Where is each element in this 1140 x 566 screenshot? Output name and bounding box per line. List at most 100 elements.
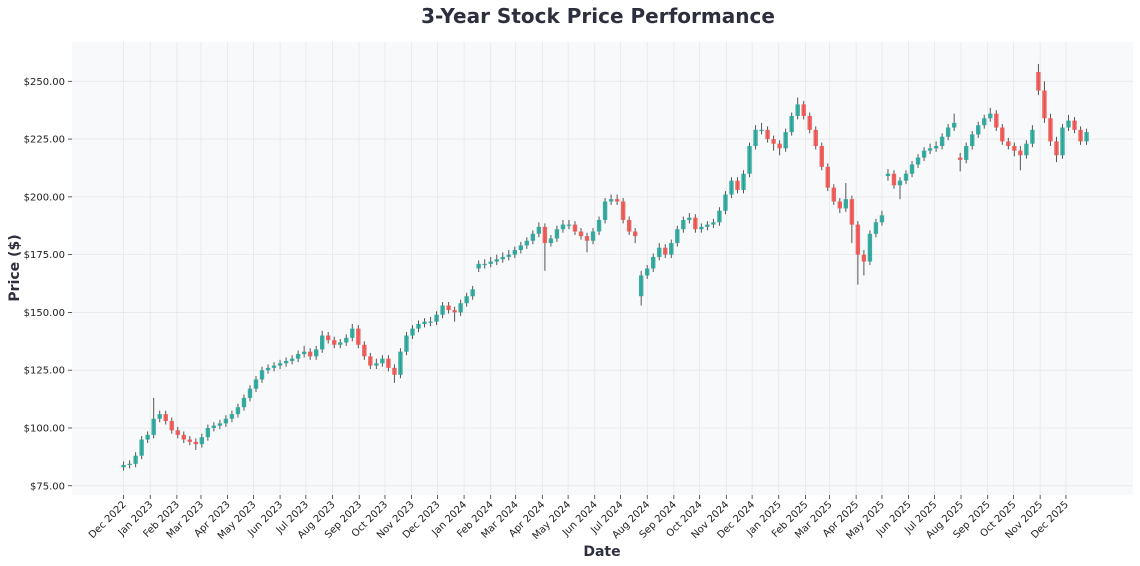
candle-body [139,439,144,456]
candle-body [669,243,674,255]
candle [217,419,223,430]
candle-body [464,296,469,304]
candle-body [584,236,590,241]
candle [837,198,843,214]
candle-body [687,217,692,220]
candle [241,394,247,411]
candle-body [259,370,265,380]
candle [392,364,397,383]
candle-body [717,210,722,223]
candle [500,252,505,263]
candle [452,306,457,322]
candle [344,334,349,346]
candle-body [398,351,403,375]
candle [669,239,674,259]
candle-body [488,261,493,264]
candle-body [277,363,283,366]
candle-body [265,367,271,371]
candle-body [392,367,397,375]
candle [879,210,885,226]
candle-body [915,157,921,165]
candle-body [1006,141,1011,147]
candle-body [933,146,939,149]
candle-body [530,233,536,241]
candle [578,228,584,240]
candle [897,177,903,200]
candle-body [1066,120,1071,128]
candle-body [500,256,505,260]
candle [789,112,794,136]
candle-body [891,173,897,186]
candle [795,97,800,120]
candle-body [578,231,584,237]
candle-body [422,321,427,324]
y-tick-label: $250.00 [24,77,65,88]
candle-body [1042,90,1047,119]
candle-body [645,268,650,276]
candle [265,364,271,374]
candle [945,124,951,141]
candle-body [951,122,957,128]
candle-body [753,129,758,147]
candle [861,250,867,276]
candle-body [121,464,126,468]
candle [338,338,343,349]
candle [608,194,614,205]
candle [596,216,602,235]
candle-body [1030,129,1035,144]
candle [614,194,620,205]
candle [289,355,295,365]
candle-body [909,164,915,174]
candle [524,237,530,249]
candle [404,332,409,356]
candle [374,358,379,370]
candle-body [428,321,433,323]
candle-body [217,423,223,426]
candle-body [458,303,463,313]
candle [386,355,391,372]
candle [530,230,536,245]
candle-body [620,201,626,220]
candle [663,244,668,259]
candle [891,170,897,189]
candle [951,113,957,131]
candle [133,452,138,468]
candle [1084,128,1089,145]
candle-body [356,328,361,345]
candle [921,147,927,162]
candle-body [283,360,289,364]
candle [813,126,818,150]
candle [440,302,445,319]
candle-body [867,233,873,262]
candle [163,410,168,425]
candle [283,357,289,367]
candle [139,436,144,460]
candle [121,461,126,471]
candle [885,169,891,181]
candle-body [560,224,566,230]
candle-body [602,201,608,220]
candle-body [271,365,277,368]
candle [982,114,987,129]
candle [849,195,855,244]
chart-title: 3-Year Stock Price Performance [421,4,775,28]
candle [295,350,301,363]
candle-body [1000,127,1005,142]
candle [488,256,493,268]
candle-body [855,224,861,255]
candle [368,352,373,370]
candle [536,222,542,238]
candle-body [446,305,451,311]
candle [253,375,259,393]
candle-body [711,222,716,225]
candle [741,170,746,194]
candle-body [133,455,138,464]
candle-body [470,289,475,297]
candle-body [247,388,253,398]
candle [867,230,873,266]
candle [127,460,132,469]
candle-body [873,222,879,234]
candle-body [1060,127,1065,156]
candle [933,141,939,152]
